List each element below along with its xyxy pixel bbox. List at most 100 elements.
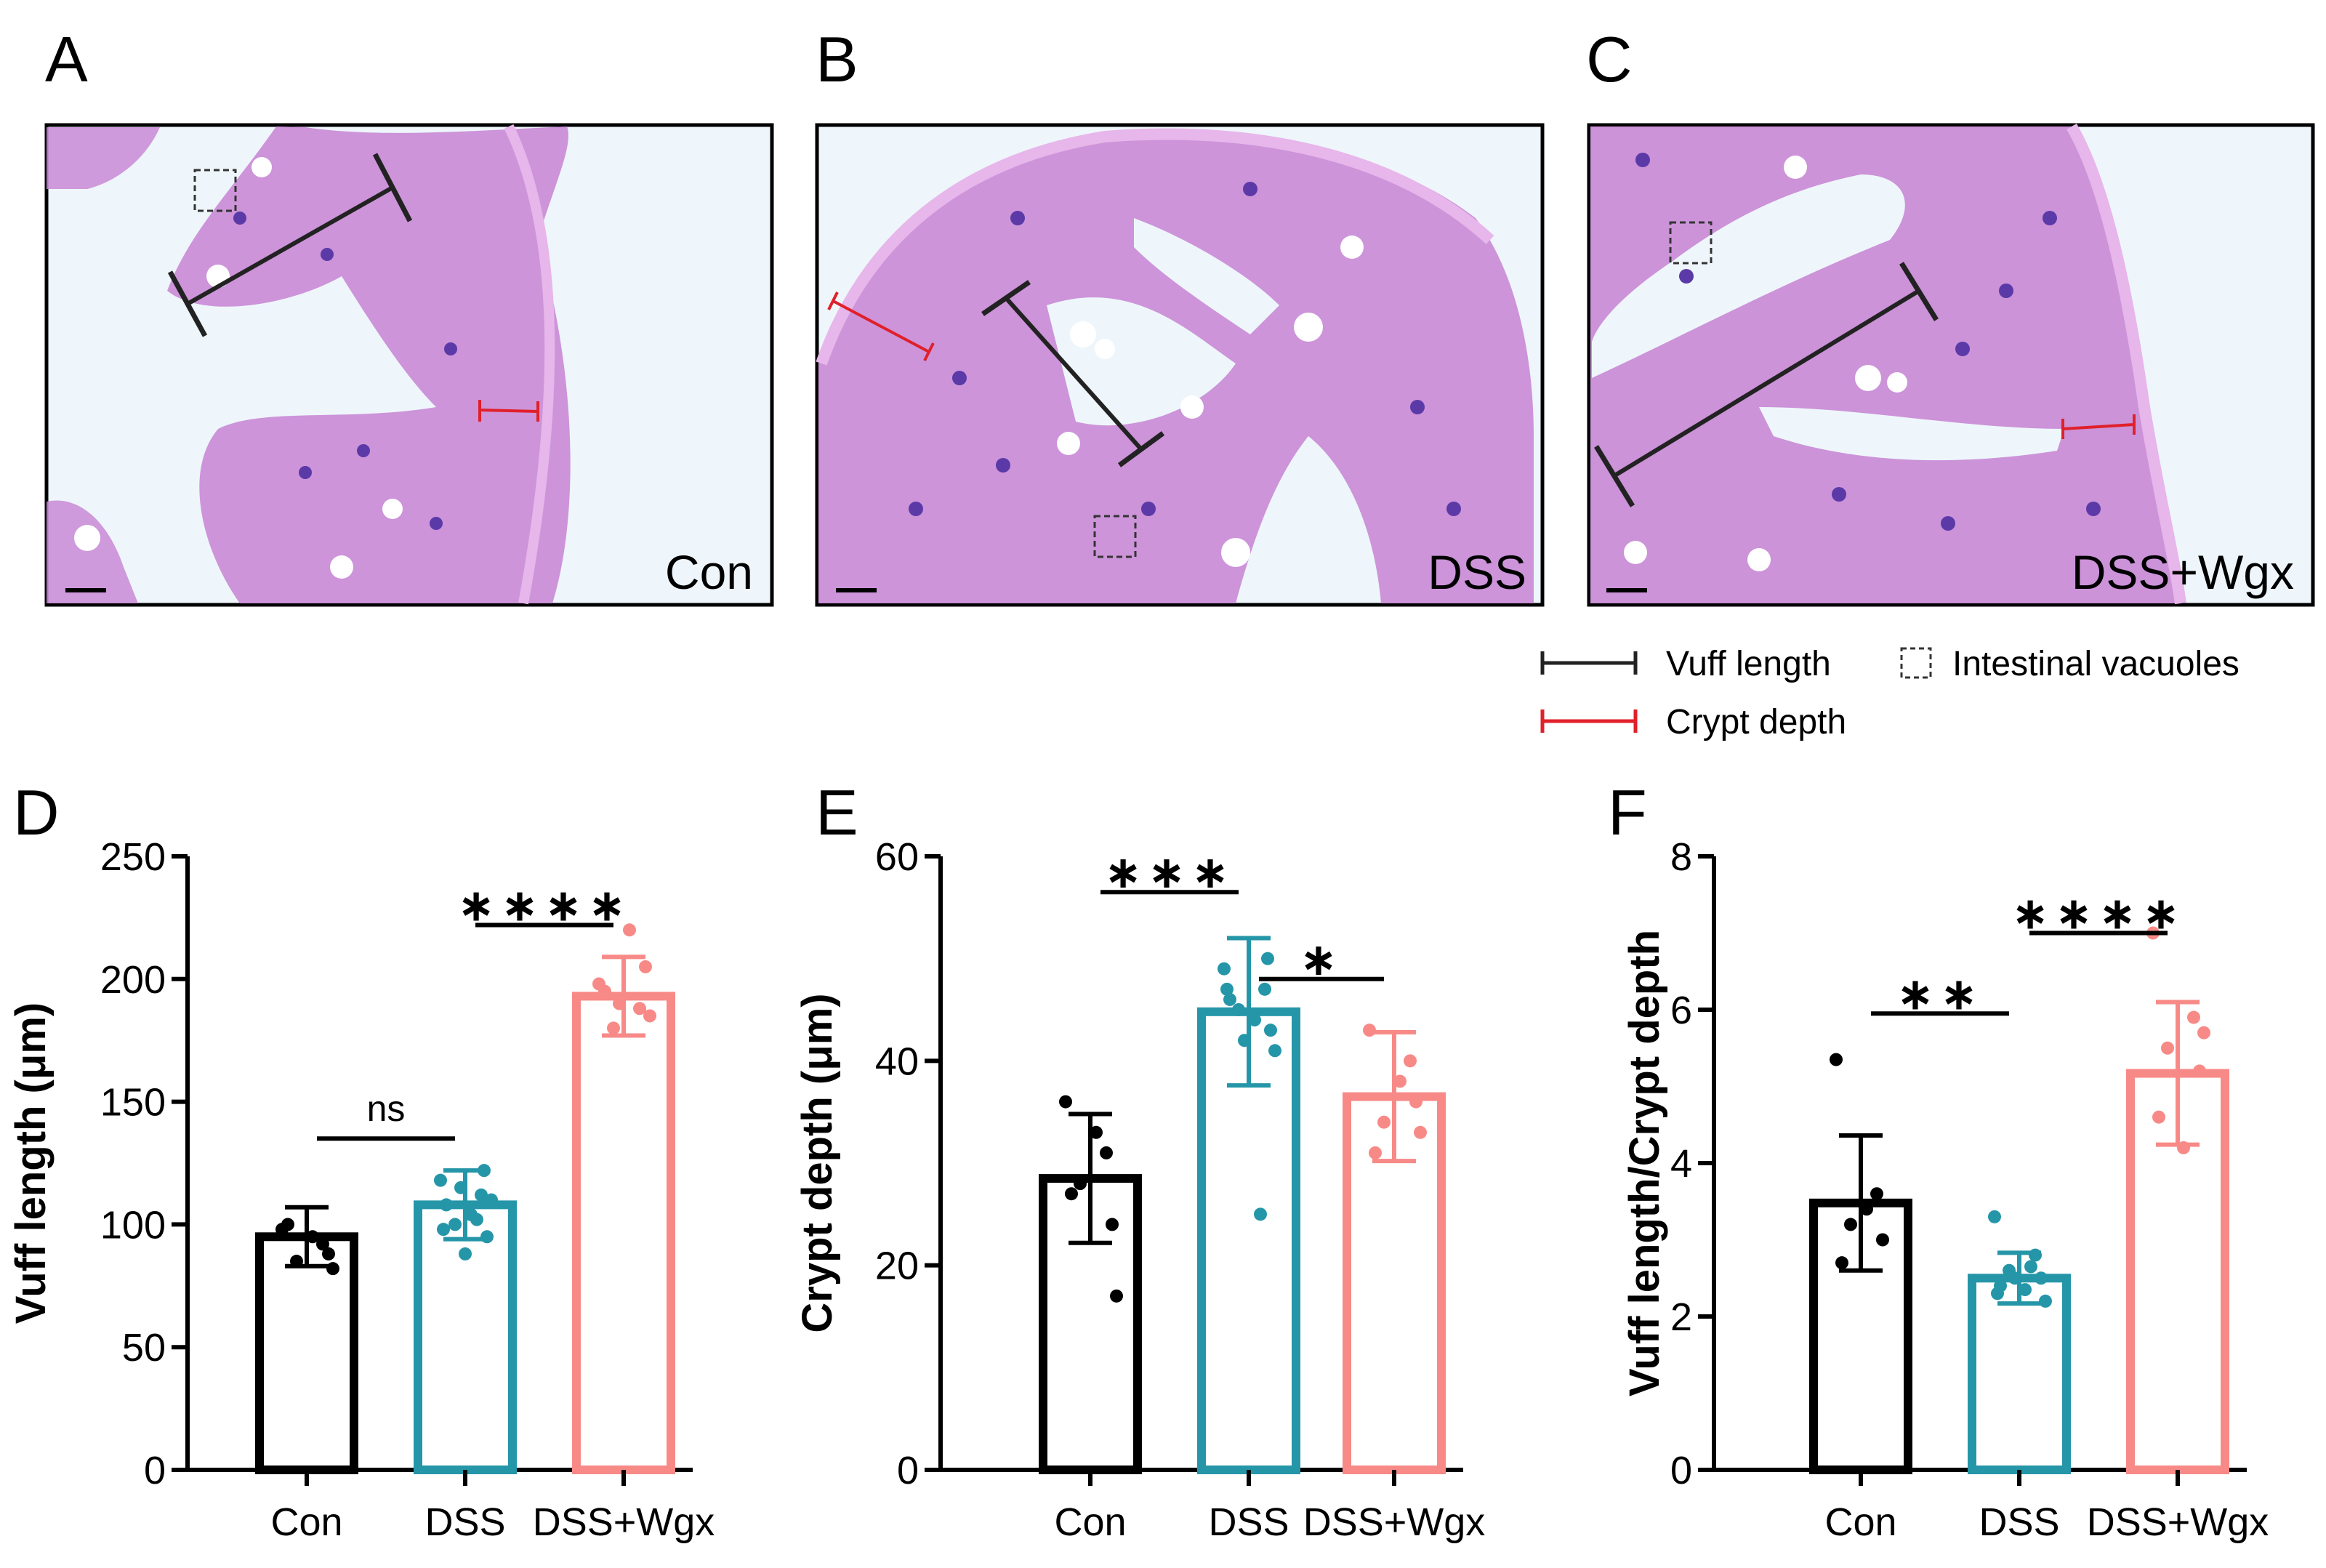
panel-letter-e: E bbox=[816, 776, 858, 848]
data-point bbox=[1065, 1187, 1078, 1201]
data-point bbox=[459, 1247, 472, 1261]
x-tick-label: DSS+Wgx bbox=[2087, 1500, 2269, 1544]
y-axis-title: Vuff length/Crypt depth bbox=[1621, 930, 1668, 1396]
x-tick-label: DSS+Wgx bbox=[1303, 1500, 1486, 1544]
data-point bbox=[1261, 952, 1274, 965]
data-point bbox=[454, 1181, 467, 1194]
data-point bbox=[437, 1223, 450, 1237]
data-point bbox=[598, 984, 611, 998]
data-point bbox=[440, 1198, 453, 1212]
data-point bbox=[480, 1230, 494, 1244]
panel-a: A Con bbox=[44, 23, 774, 607]
y-tick-label: 60 bbox=[875, 835, 919, 879]
data-point bbox=[306, 1230, 319, 1244]
data-point bbox=[1223, 992, 1236, 1006]
y-tick-label: 0 bbox=[1670, 1449, 1692, 1492]
panel-letter-c: C bbox=[1586, 23, 1633, 95]
bar-con bbox=[255, 1232, 358, 1475]
y-tick-label: 250 bbox=[100, 835, 166, 879]
data-point bbox=[1100, 1146, 1113, 1159]
data-point bbox=[2193, 1064, 2206, 1078]
y-tick-label: 0 bbox=[897, 1449, 919, 1492]
image-label-dss-wgx: DSS+Wgx bbox=[2072, 545, 2294, 599]
data-point bbox=[1258, 982, 1271, 996]
x-tick-label: Con bbox=[1824, 1500, 1896, 1544]
data-point bbox=[2029, 1248, 2042, 1262]
tissue-dss bbox=[816, 128, 1534, 603]
data-point bbox=[2024, 1260, 2037, 1274]
data-point bbox=[1238, 1034, 1251, 1048]
data-point bbox=[613, 997, 626, 1010]
y-tick-label: 50 bbox=[122, 1326, 166, 1370]
significance-label: ∗∗∗∗ bbox=[457, 881, 632, 931]
data-point bbox=[1860, 1202, 1873, 1216]
legend-vacuole-swatch bbox=[1900, 647, 1932, 679]
bar-dss-wgx bbox=[572, 992, 675, 1474]
legend: Vuff length Intestinal vacuoles Crypt de… bbox=[1540, 645, 2240, 741]
data-point bbox=[2008, 1271, 2021, 1285]
bar-dss bbox=[1968, 1274, 2071, 1474]
data-point bbox=[1090, 1125, 1103, 1139]
data-point bbox=[1844, 1218, 1857, 1231]
data-point bbox=[1991, 1287, 2004, 1300]
data-point bbox=[633, 1002, 646, 1016]
legend-vacuoles-label: Intestinal vacuoles bbox=[1952, 645, 2240, 683]
data-point bbox=[281, 1218, 294, 1231]
significance-label: ns bbox=[367, 1088, 406, 1129]
y-tick-label: 2 bbox=[1670, 1295, 1692, 1339]
data-point bbox=[1870, 1187, 1883, 1201]
significance-label: ∗∗ bbox=[1896, 969, 1984, 1019]
x-tick-label: DSS bbox=[1979, 1500, 2059, 1544]
chart-ratio: F 0 2 4 6 8 Vuff length/Crypt depth Con DSS DSS+… bbox=[1608, 776, 2269, 1544]
data-point bbox=[470, 1213, 483, 1226]
image-label-con: Con bbox=[665, 545, 753, 599]
data-point bbox=[485, 1193, 498, 1207]
panel-b: B DSS bbox=[815, 23, 1545, 607]
y-tick-label: 8 bbox=[1670, 835, 1692, 879]
y-tick-label: 40 bbox=[875, 1040, 919, 1083]
data-point bbox=[2161, 1041, 2174, 1055]
data-point bbox=[1363, 1024, 1376, 1037]
data-point bbox=[1232, 1003, 1245, 1016]
y-axis-title: Crypt depth (μm) bbox=[794, 993, 841, 1332]
data-point bbox=[1110, 1289, 1123, 1303]
data-point bbox=[1264, 1024, 1277, 1037]
data-point bbox=[478, 1164, 491, 1178]
data-point bbox=[1369, 1146, 1382, 1159]
data-point bbox=[1254, 1207, 1267, 1221]
data-point bbox=[623, 923, 636, 937]
data-point bbox=[1393, 1074, 1407, 1088]
y-tick-label: 150 bbox=[100, 1081, 166, 1125]
y-tick-label: 6 bbox=[1670, 989, 1692, 1032]
panel-letter-a: A bbox=[45, 23, 88, 95]
panel-letter-b: B bbox=[816, 23, 858, 95]
data-point bbox=[1218, 962, 1231, 976]
legend-vuff-label: Vuff length bbox=[1666, 645, 1831, 683]
data-point bbox=[643, 1009, 656, 1023]
data-point bbox=[1988, 1210, 2001, 1223]
data-point bbox=[1220, 982, 1234, 996]
data-point bbox=[1248, 1013, 1261, 1027]
y-tick-label: 200 bbox=[100, 958, 166, 1002]
data-point bbox=[2039, 1294, 2052, 1308]
data-point bbox=[1074, 1177, 1087, 1191]
panel-letter-d: D bbox=[13, 776, 60, 848]
y-axis-title: Vuff length (μm) bbox=[7, 1002, 55, 1324]
legend-crypt-label: Crypt depth bbox=[1666, 703, 1846, 741]
data-point bbox=[639, 960, 652, 973]
data-point bbox=[1377, 1115, 1391, 1129]
data-point bbox=[2035, 1271, 2048, 1285]
data-point bbox=[1268, 1044, 1281, 1058]
data-point bbox=[316, 1237, 329, 1251]
bar-dss bbox=[414, 1200, 517, 1474]
data-point bbox=[1059, 1095, 1072, 1109]
data-point bbox=[2177, 1141, 2190, 1154]
data-point bbox=[2019, 1283, 2032, 1297]
significance-label: ∗∗∗ bbox=[1104, 848, 1235, 898]
data-point bbox=[1106, 1218, 1119, 1231]
y-tick-label: 4 bbox=[1670, 1142, 1692, 1186]
panel-c: C DSS+Wgx bbox=[1586, 23, 2315, 607]
x-tick-label: DSS+Wgx bbox=[533, 1500, 715, 1544]
x-tick-label: Con bbox=[1054, 1500, 1126, 1544]
